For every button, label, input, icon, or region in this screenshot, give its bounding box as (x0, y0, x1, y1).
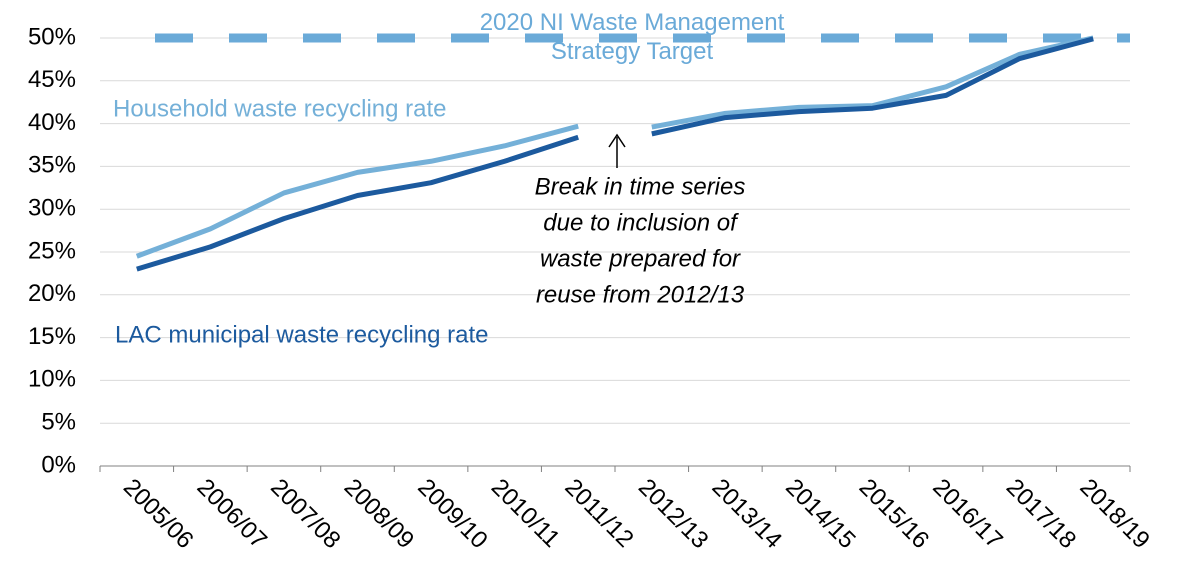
series-label: LAC municipal waste recycling rate (115, 321, 489, 348)
annotation: reuse from 2012/13 (536, 281, 745, 308)
y-tick-label: 5% (41, 409, 76, 436)
x-tick-label: 2015/16 (854, 474, 934, 554)
x-tick-label: 2008/09 (339, 474, 419, 554)
x-tick-label: 2014/15 (780, 474, 860, 554)
x-tick-label: 2006/07 (192, 474, 272, 554)
x-tick-label: 2013/14 (707, 474, 787, 554)
target-label: 2020 NI Waste Management Strategy Target (479, 9, 785, 65)
x-tick-label: 2007/08 (265, 474, 345, 554)
y-tick-label: 25% (28, 237, 76, 264)
y-tick-label: 10% (28, 366, 76, 393)
series-label: Household waste recycling rate (113, 95, 447, 122)
y-tick-label: 0% (41, 451, 76, 478)
y-tick-label: 35% (28, 152, 76, 179)
y-tick-label: 20% (28, 280, 76, 307)
x-tick-label: 2010/11 (486, 474, 565, 553)
y-tick-label: 15% (28, 323, 76, 350)
annotation: waste prepared for (540, 245, 741, 272)
y-tick-label: 45% (28, 66, 76, 93)
x-tick-label: 2018/19 (1074, 474, 1154, 554)
x-tick-label: 2016/17 (927, 474, 1007, 554)
y-tick-label: 30% (28, 195, 76, 222)
x-tick-label: 2017/18 (1001, 474, 1081, 554)
annotation: due to inclusion of (543, 209, 739, 236)
x-tick-label: 2005/06 (118, 474, 198, 554)
x-tick-label: 2009/10 (412, 474, 492, 554)
annotation-arrowhead (608, 133, 626, 148)
series-line (135, 35, 1094, 259)
x-tick-label: 2012/13 (633, 474, 713, 554)
y-tick-label: 40% (28, 109, 76, 136)
annotation: Break in time series (535, 173, 746, 200)
x-tick-label: 2011/12 (559, 474, 638, 553)
y-tick-label: 50% (28, 23, 76, 50)
series-line (136, 36, 1094, 272)
